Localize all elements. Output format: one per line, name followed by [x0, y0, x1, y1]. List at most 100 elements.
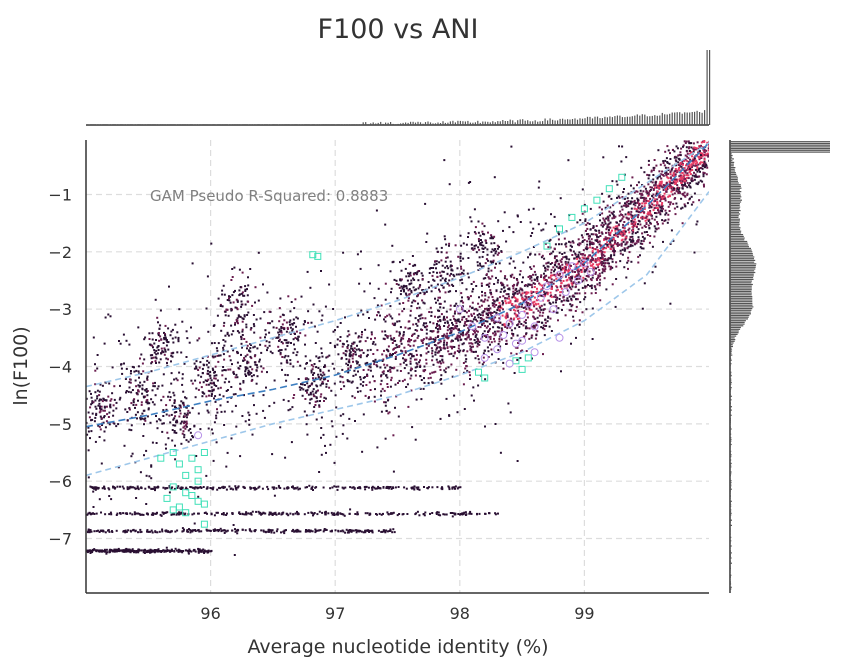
density-cell [543, 303, 546, 306]
density-cell [486, 346, 489, 349]
density-cell [472, 350, 475, 353]
density-cell [481, 335, 484, 338]
density-cell [634, 214, 637, 217]
density-cell [206, 380, 209, 382]
density-cell [139, 416, 142, 419]
density-cell [558, 243, 560, 246]
density-cell [325, 397, 327, 400]
density-cell [223, 381, 226, 384]
density-cell [621, 145, 624, 148]
density-cell [411, 426, 414, 429]
density-cell [629, 202, 632, 205]
density-cell [356, 344, 358, 347]
density-cell [460, 300, 463, 303]
density-cell [497, 358, 500, 360]
density-cell [684, 179, 687, 182]
density-cell [207, 411, 210, 414]
density-cell [101, 424, 103, 426]
density-cell [442, 361, 445, 364]
density-cell [83, 433, 85, 435]
density-cell [708, 141, 709, 144]
top-hist-bar [591, 118, 594, 125]
density-cell [690, 178, 693, 181]
density-cell [668, 194, 671, 197]
density-cell [286, 361, 289, 364]
density-cell [206, 355, 209, 358]
density-cell [252, 394, 255, 397]
density-cell [475, 329, 478, 332]
right-hist-bar [730, 244, 749, 246]
density-cell [516, 334, 519, 337]
density-cell [301, 383, 304, 386]
density-cell [387, 370, 390, 373]
density-cell [626, 261, 629, 264]
density-cell [614, 229, 617, 232]
density-cell [462, 383, 465, 386]
density-cell [494, 316, 497, 319]
density-cell [279, 338, 281, 341]
density-cell [695, 182, 698, 185]
density-cell [179, 409, 182, 412]
density-cell [606, 259, 609, 262]
density-cell [598, 281, 601, 284]
right-hist-bar [730, 351, 732, 353]
density-cell [186, 413, 189, 416]
density-cell [585, 248, 588, 251]
density-cell [598, 231, 601, 234]
density-cell [188, 411, 191, 414]
density-cell [572, 294, 575, 297]
density-cell [591, 256, 594, 259]
density-cell [685, 169, 688, 172]
density-cell [293, 348, 296, 351]
density-cell [666, 221, 669, 224]
density-cell [234, 321, 237, 324]
density-cell [489, 335, 492, 338]
density-cell [493, 337, 495, 340]
density-cell [631, 219, 634, 222]
density-cell [563, 271, 566, 274]
right-hist-bar [730, 480, 732, 482]
density-cell [448, 242, 451, 245]
density-cell [286, 328, 289, 330]
density-cell [372, 360, 375, 363]
density-cell [486, 307, 488, 310]
density-cell [621, 253, 624, 256]
density-cell [204, 379, 207, 382]
density-cell [390, 287, 393, 290]
density-cell [273, 379, 276, 382]
density-cell [239, 286, 242, 289]
density-cell [536, 330, 539, 333]
density-cell [312, 377, 314, 380]
density-cell [542, 293, 545, 296]
density-cell [516, 284, 519, 287]
right-hist-bar [730, 552, 732, 554]
density-cell [405, 358, 408, 361]
top-hist-bar [492, 121, 494, 125]
density-cell [600, 231, 603, 234]
density-cell [416, 363, 419, 366]
density-cell [346, 340, 349, 343]
density-cell [492, 318, 495, 321]
density-cell [373, 400, 376, 403]
density-cell [168, 285, 170, 288]
density-cell [653, 184, 656, 187]
density-cell [489, 338, 492, 340]
density-cell [402, 333, 405, 336]
density-cell [510, 337, 513, 340]
density-cell [319, 384, 322, 387]
density-cell [477, 358, 480, 361]
density-cell [178, 404, 181, 407]
density-cell [591, 338, 594, 340]
density-cell [278, 307, 281, 310]
density-cell [416, 336, 419, 339]
density-cell [571, 283, 574, 286]
density-cell [526, 312, 529, 315]
density-cell [132, 399, 135, 402]
density-cell [98, 425, 101, 428]
density-cell [590, 292, 593, 295]
density-cell [171, 429, 174, 431]
density-cell [514, 289, 517, 292]
density-cell [172, 391, 175, 394]
density-cell [510, 329, 513, 332]
density-cell [647, 224, 650, 227]
